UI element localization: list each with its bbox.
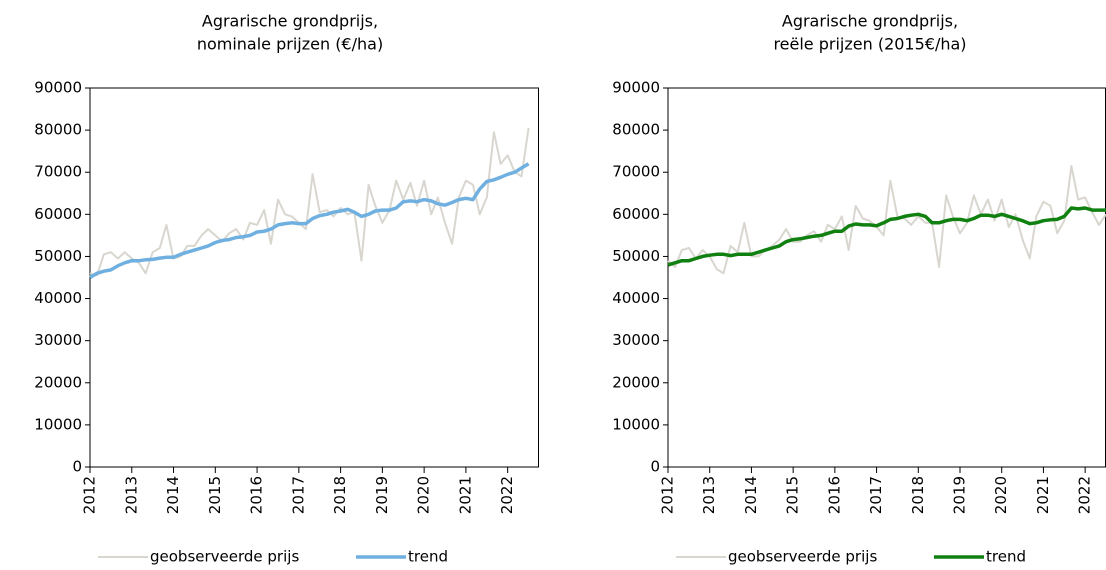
- x-tick-label: 2017: [867, 476, 885, 514]
- x-tick-label: 2014: [742, 476, 760, 514]
- observed-line: [89, 127, 530, 277]
- legend-label: trend: [408, 548, 448, 566]
- chart-title: Agrarische grondprijs,: [202, 12, 378, 31]
- x-tick-label: 2012: [659, 476, 677, 514]
- y-tick-label: 40000: [34, 289, 82, 307]
- x-tick-label: 2016: [248, 476, 266, 514]
- y-tick-label: 10000: [34, 415, 82, 433]
- y-tick-label: 30000: [612, 331, 660, 349]
- x-tick-label: 2021: [456, 476, 474, 514]
- y-tick-label: 60000: [34, 205, 82, 223]
- x-tick-label: 2018: [909, 476, 927, 514]
- y-tick-label: 10000: [612, 415, 660, 433]
- x-tick-label: 2012: [81, 476, 99, 514]
- legend-label: trend: [986, 548, 1026, 566]
- y-tick-label: 0: [72, 458, 82, 476]
- y-tick-label: 20000: [34, 373, 82, 391]
- plot-frame: [89, 87, 539, 468]
- observed-line: [667, 164, 1106, 275]
- y-tick-label: 50000: [34, 247, 82, 265]
- x-tick-label: 2013: [700, 476, 718, 514]
- legend-label: geobserveerde prijs: [728, 548, 877, 566]
- trend-line: [667, 206, 1106, 267]
- x-tick-label: 2018: [331, 476, 349, 514]
- x-tick-label: 2019: [951, 476, 969, 514]
- x-tick-label: 2015: [784, 476, 802, 514]
- x-tick-label: 2020: [415, 476, 433, 514]
- x-tick-label: 2016: [825, 476, 843, 514]
- x-tick-label: 2020: [992, 476, 1010, 514]
- x-tick-label: 2021: [1034, 476, 1052, 514]
- trend-line: [89, 162, 530, 280]
- y-tick-label: 90000: [34, 79, 82, 97]
- chart-title: reële prijzen (2015€/ha): [773, 35, 966, 54]
- x-tick-label: 2019: [373, 476, 391, 514]
- chart-title: Agrarische grondprijs,: [782, 12, 958, 31]
- x-tick-label: 2017: [289, 476, 307, 514]
- chart-title: nominale prijzen (€/ha): [197, 35, 383, 54]
- legend-label: geobserveerde prijs: [150, 548, 299, 566]
- plot-frame: [667, 87, 1106, 468]
- chart-panel: Agrarische grondprijs, nominale prijzen (…: [34, 12, 539, 566]
- y-tick-label: 30000: [34, 331, 82, 349]
- y-tick-label: 90000: [612, 79, 660, 97]
- y-tick-label: 0: [650, 458, 660, 476]
- y-tick-label: 80000: [34, 121, 82, 139]
- y-tick-label: 70000: [34, 163, 82, 181]
- x-tick-label: 2013: [122, 476, 140, 514]
- x-tick-label: 2022: [498, 476, 516, 514]
- x-tick-label: 2014: [164, 476, 182, 514]
- y-tick-label: 70000: [612, 163, 660, 181]
- y-tick-label: 40000: [612, 289, 660, 307]
- x-tick-label: 2015: [206, 476, 224, 514]
- y-tick-label: 50000: [612, 247, 660, 265]
- y-tick-label: 60000: [612, 205, 660, 223]
- y-tick-label: 20000: [612, 373, 660, 391]
- chart-panel: Agrarische grondprijs, reële prijzen (201…: [612, 12, 1106, 566]
- x-tick-label: 2022: [1076, 476, 1094, 514]
- y-tick-label: 80000: [612, 121, 660, 139]
